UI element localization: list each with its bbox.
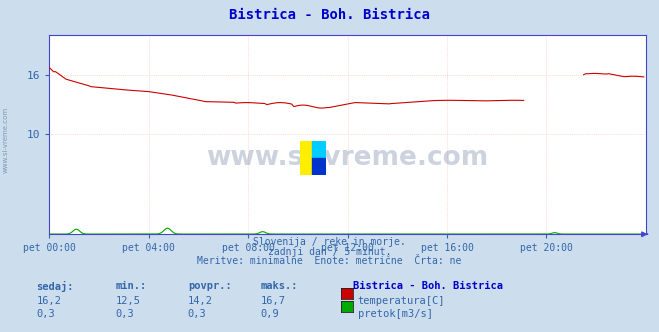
Text: 0,9: 0,9 bbox=[260, 309, 279, 319]
Text: 12,5: 12,5 bbox=[115, 296, 140, 306]
Text: sedaj:: sedaj: bbox=[36, 281, 74, 291]
Text: Bistrica - Boh. Bistrica: Bistrica - Boh. Bistrica bbox=[353, 281, 503, 290]
Text: www.si-vreme.com: www.si-vreme.com bbox=[206, 145, 489, 171]
Text: min.:: min.: bbox=[115, 281, 146, 290]
Text: temperatura[C]: temperatura[C] bbox=[358, 296, 445, 306]
Text: 0,3: 0,3 bbox=[188, 309, 206, 319]
Text: Meritve: minimalne  Enote: metrične  Črta: ne: Meritve: minimalne Enote: metrične Črta:… bbox=[197, 256, 462, 266]
Text: Bistrica - Boh. Bistrica: Bistrica - Boh. Bistrica bbox=[229, 8, 430, 22]
Text: 16,2: 16,2 bbox=[36, 296, 61, 306]
Text: Slovenija / reke in morje.: Slovenija / reke in morje. bbox=[253, 237, 406, 247]
Text: povpr.:: povpr.: bbox=[188, 281, 231, 290]
Text: pretok[m3/s]: pretok[m3/s] bbox=[358, 309, 433, 319]
Text: www.si-vreme.com: www.si-vreme.com bbox=[2, 106, 9, 173]
Text: 0,3: 0,3 bbox=[36, 309, 55, 319]
Text: 14,2: 14,2 bbox=[188, 296, 213, 306]
Text: zadnji dan / 5 minut.: zadnji dan / 5 minut. bbox=[268, 247, 391, 257]
Text: maks.:: maks.: bbox=[260, 281, 298, 290]
Text: 16,7: 16,7 bbox=[260, 296, 285, 306]
Text: 0,3: 0,3 bbox=[115, 309, 134, 319]
